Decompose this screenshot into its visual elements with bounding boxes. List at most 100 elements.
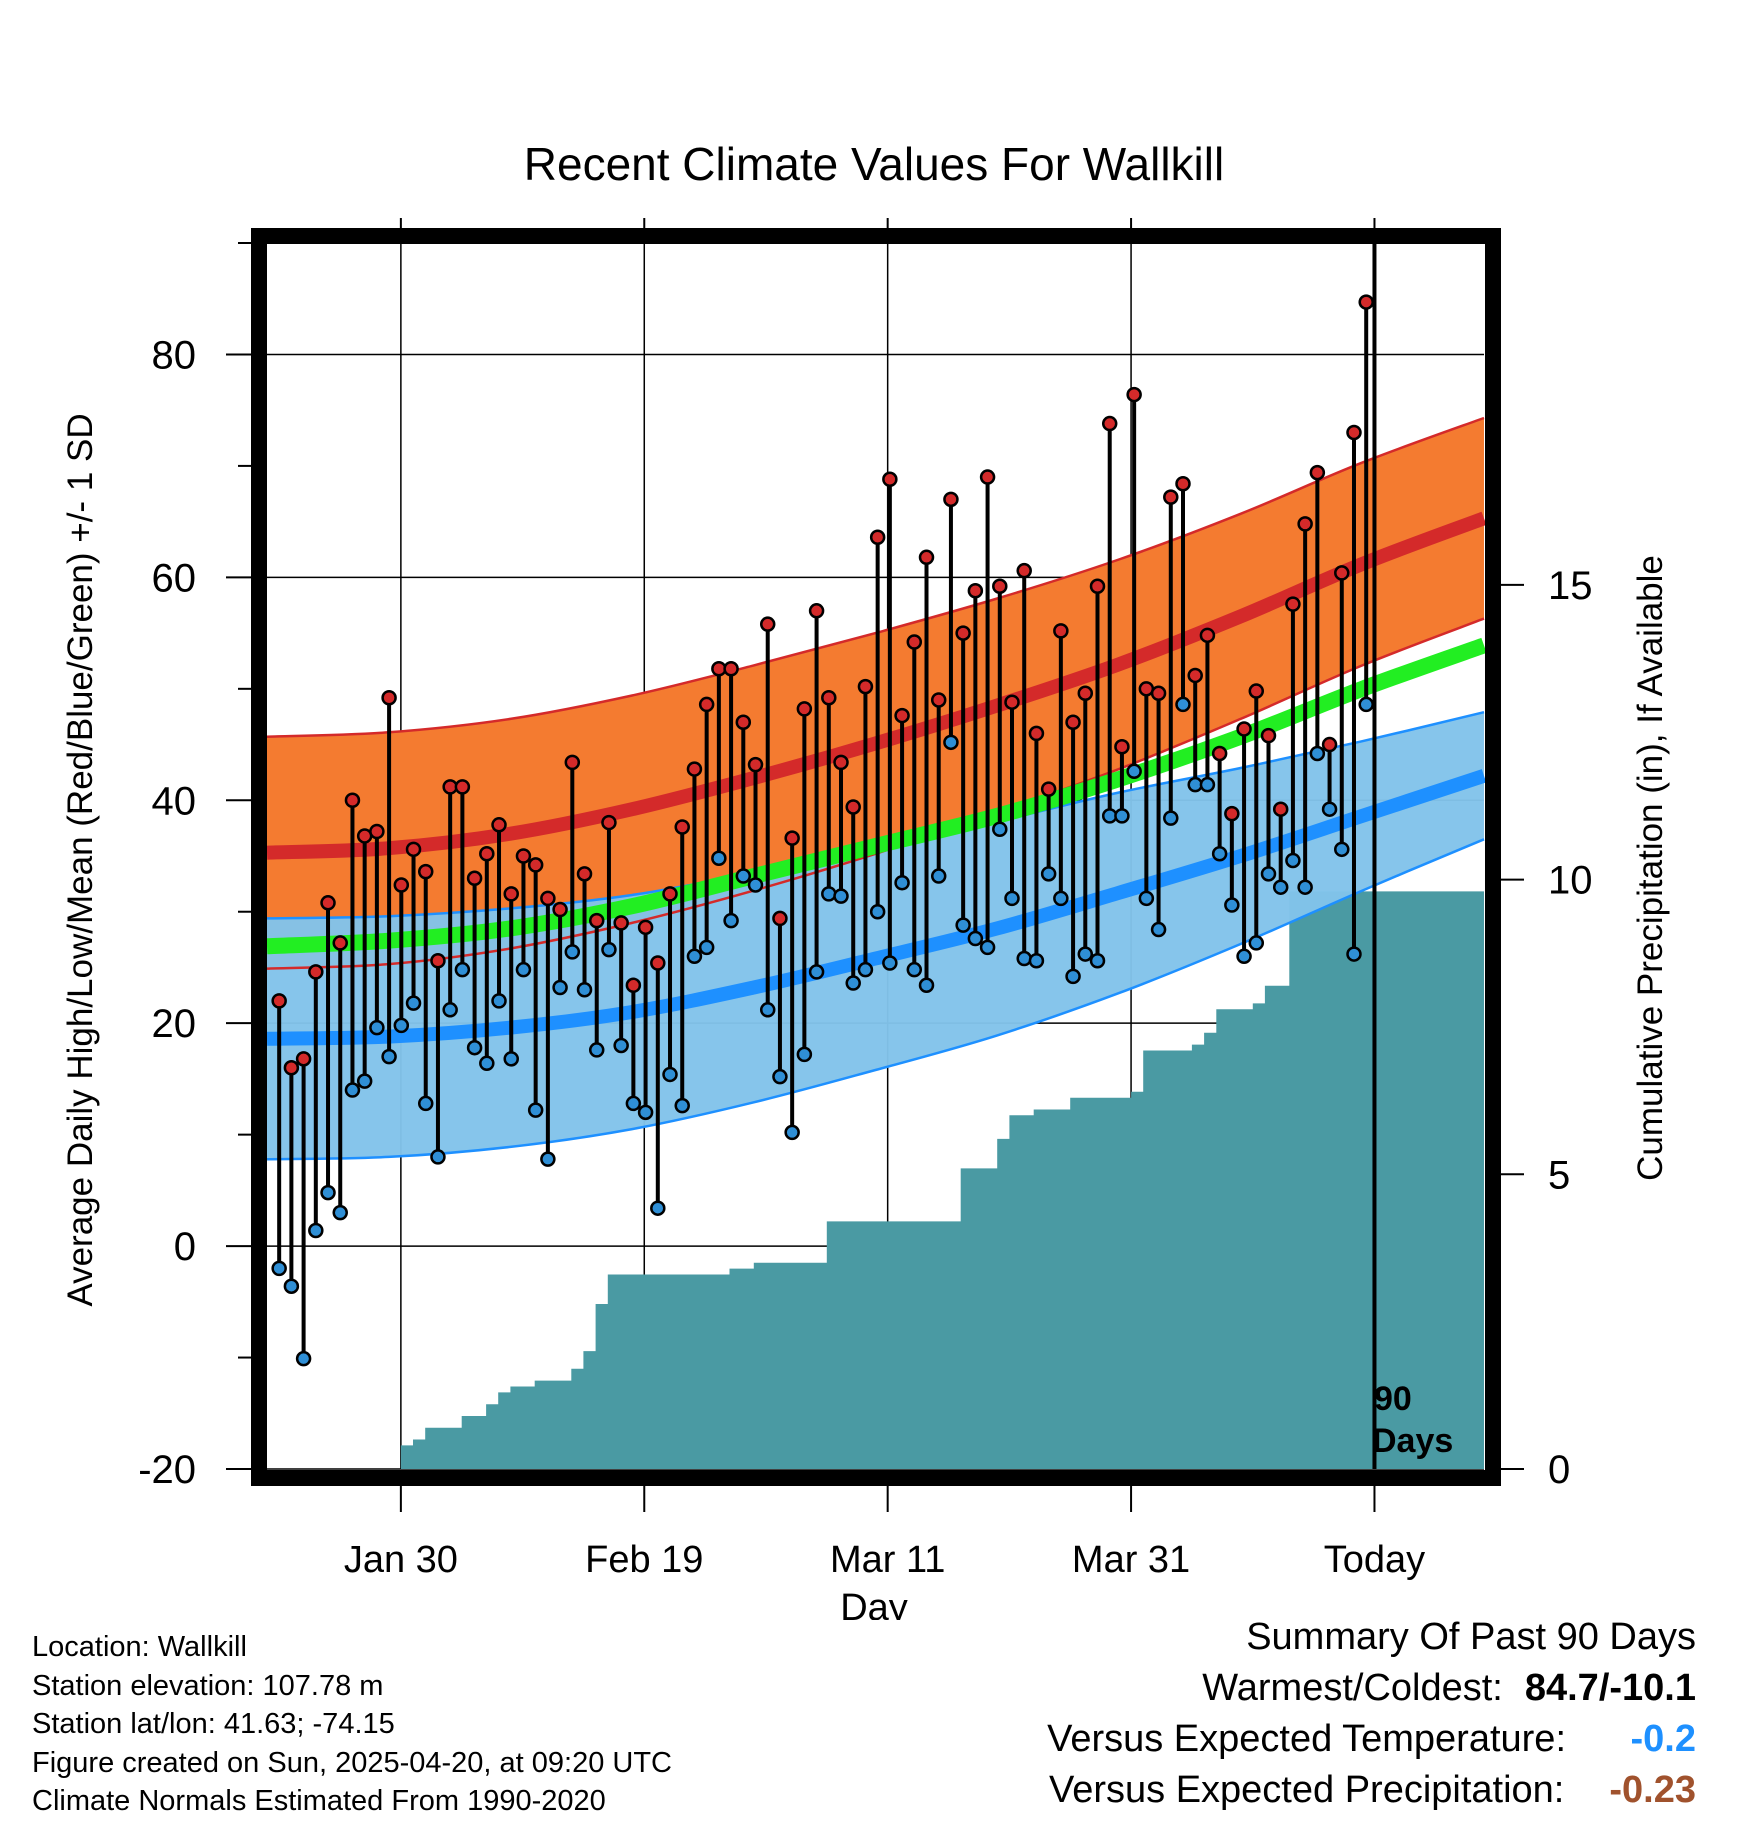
- low-point-8: [356, 1073, 373, 1089]
- low-point-12: [405, 995, 422, 1011]
- low-point-44: [796, 1046, 813, 1063]
- low-point-65: [1053, 890, 1069, 907]
- high-point-55: [930, 692, 947, 708]
- high-point-56: [943, 491, 959, 508]
- y-tick-label-left: 80: [152, 333, 197, 377]
- high-point-11: [393, 877, 410, 893]
- high-point-69: [1101, 415, 1118, 432]
- high-point-50: [869, 529, 886, 545]
- y-tick-label-right: 0: [1548, 1448, 1570, 1492]
- low-point-26: [576, 981, 593, 998]
- plot-frame: [251, 228, 1501, 1486]
- high-point-30: [625, 977, 642, 994]
- normals-text: Climate Normals Estimated From 1990-2020: [32, 1785, 606, 1817]
- high-point-2: [283, 1060, 300, 1076]
- low-point-10: [381, 1048, 397, 1065]
- low-point-4: [308, 1222, 324, 1239]
- low-point-74: [1163, 810, 1179, 826]
- low-point-11: [393, 1017, 410, 1034]
- low-point-40: [747, 877, 764, 893]
- low-point-78: [1211, 846, 1228, 862]
- y-tick-label-right: 15: [1548, 564, 1593, 608]
- x-axis-label: Day: [840, 1587, 908, 1620]
- high-point-90: [1358, 294, 1374, 310]
- low-point-63: [1028, 953, 1045, 969]
- low-point-79: [1224, 897, 1240, 913]
- precip-anomaly-value: -0.23: [1609, 1769, 1696, 1811]
- high-point-20: [503, 886, 519, 902]
- low-point-36: [698, 939, 715, 956]
- warm-cold-label: Warmest/Coldest:: [1202, 1667, 1503, 1709]
- high-point-77: [1199, 627, 1216, 644]
- high-point-4: [308, 964, 324, 980]
- y-tick-label-left: 60: [152, 556, 197, 600]
- high-point-36: [698, 696, 715, 713]
- high-point-21: [515, 848, 532, 864]
- low-point-16: [454, 961, 471, 978]
- high-band-upper-edge: [266, 416, 1485, 738]
- elevation-text: Station elevation: 107.78 m: [32, 1669, 384, 1702]
- low-point-19: [491, 993, 507, 1009]
- low-point-60: [992, 821, 1008, 838]
- high-point-42: [772, 910, 788, 927]
- high-point-78: [1211, 745, 1228, 762]
- high-point-63: [1028, 725, 1045, 742]
- high-point-60: [992, 578, 1008, 595]
- high-point-73: [1150, 685, 1167, 702]
- low-point-56: [943, 734, 959, 751]
- high-point-29: [613, 915, 629, 931]
- low-point-3: [295, 1350, 312, 1367]
- high-point-1: [271, 993, 287, 1009]
- low-point-18: [479, 1055, 495, 1072]
- high-point-66: [1065, 714, 1081, 731]
- low-point-15: [442, 1002, 458, 1018]
- low-point-55: [930, 868, 947, 884]
- high-point-71: [1126, 386, 1142, 403]
- low-point-52: [894, 874, 910, 891]
- daily-observations: [271, 294, 1374, 1367]
- high-point-28: [601, 814, 617, 831]
- high-point-64: [1040, 781, 1057, 797]
- low-point-77: [1199, 776, 1216, 793]
- low-point-86: [1309, 745, 1326, 762]
- high-point-33: [662, 886, 678, 902]
- high-point-65: [1053, 623, 1069, 639]
- high-point-16: [454, 779, 471, 795]
- warm-cold-value: 84.7/-10.1: [1524, 1667, 1696, 1709]
- low-point-89: [1346, 946, 1362, 962]
- high-point-32: [650, 955, 666, 971]
- high-point-87: [1321, 736, 1338, 753]
- created-text: Figure created on Sun, 2025-04-20, at 09…: [32, 1746, 672, 1779]
- high-point-86: [1309, 464, 1326, 481]
- low-point-48: [845, 975, 861, 991]
- high-point-38: [723, 661, 739, 677]
- low-point-75: [1175, 696, 1191, 713]
- high-point-76: [1187, 667, 1203, 684]
- low-point-83: [1272, 879, 1289, 895]
- y-tick-label-left: 20: [152, 1002, 197, 1046]
- low-point-41: [759, 1002, 776, 1018]
- high-point-10: [381, 689, 397, 706]
- normal-high-line: [266, 511, 1486, 860]
- high-point-51: [882, 471, 898, 488]
- precip-anomaly-label: Versus Expected Precipitation:: [1048, 1769, 1565, 1811]
- low-point-39: [735, 868, 752, 884]
- station-info: Location: Wallkill Station elevation: 10…: [32, 1628, 672, 1821]
- low-point-31: [637, 1104, 654, 1121]
- low-point-22: [527, 1102, 544, 1118]
- low-point-62: [1016, 950, 1032, 967]
- low-point-14: [430, 1149, 446, 1165]
- high-point-59: [979, 469, 996, 485]
- low-point-71: [1126, 763, 1142, 780]
- high-point-44: [796, 701, 813, 717]
- high-point-82: [1260, 727, 1277, 744]
- high-point-24: [552, 901, 568, 918]
- y-tick-label-right: 10: [1548, 859, 1593, 903]
- low-point-73: [1150, 921, 1167, 938]
- y-axis-label-right: Cumulative Precipitation (in), If Availa…: [1631, 555, 1670, 1181]
- high-point-7: [344, 792, 361, 809]
- precipitation-area: [400, 891, 1484, 1469]
- low-point-17: [466, 1039, 483, 1056]
- low-point-25: [564, 944, 581, 960]
- low-point-84: [1285, 852, 1301, 869]
